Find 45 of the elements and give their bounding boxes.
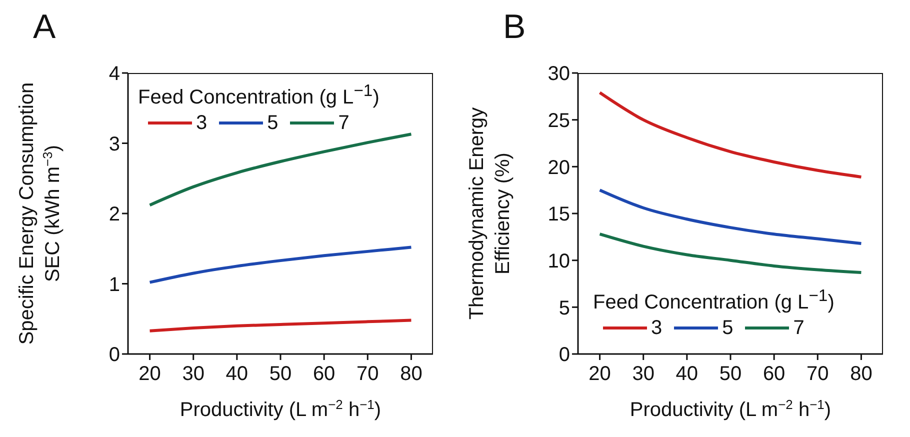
y-tick-label: 4: [108, 63, 120, 86]
y-tick-label: 15: [548, 204, 570, 226]
legend-label: 5: [722, 316, 734, 340]
legend-label: 3: [651, 316, 662, 340]
x-tick-label: 40: [676, 363, 698, 386]
x-tick-label: 80: [400, 363, 422, 386]
line-series: [598, 91, 863, 178]
x-tick-label: 80: [850, 363, 872, 386]
line-series: [148, 246, 413, 284]
legend-title: Feed Concentration (g L$^{−1}$): [138, 81, 380, 110]
x-tick-label: 30: [182, 363, 204, 386]
x-axis-title: Productivity (L m$^{−2}$ h$^{−1}$): [180, 396, 382, 421]
y-tick-label: 0: [558, 344, 570, 366]
legend-title: Feed Concentration (g L$^{−1}$): [593, 286, 834, 315]
legend-label: 3: [196, 112, 208, 135]
x-tick-label: 40: [226, 363, 248, 386]
y-tick-label: 2: [108, 204, 120, 226]
x-tick-label: 60: [312, 363, 336, 386]
legend-label: 7: [338, 112, 350, 135]
x-tick-label: 50: [719, 363, 742, 386]
y-tick-label: 0: [108, 344, 120, 366]
x-tick-label: 20: [138, 363, 161, 386]
x-tick-label: 70: [806, 363, 829, 386]
x-tick-label: 50: [269, 363, 292, 386]
x-tick-label: 60: [762, 363, 786, 386]
x-tick-label: 30: [632, 363, 654, 386]
chart-title: A: [33, 8, 56, 47]
line-series: [598, 232, 863, 274]
chart-title: B: [503, 8, 526, 47]
y-tick-label: 10: [548, 250, 570, 272]
line-series: [148, 318, 413, 332]
legend-label: 7: [793, 316, 804, 340]
line-series: [148, 132, 413, 207]
legend-label: 5: [267, 112, 278, 135]
y-tick-label: 5: [558, 297, 570, 320]
y-axis-title: Thermodynamic Energy Efficiency (%): [466, 107, 514, 320]
y-tick-label: 20: [548, 156, 570, 179]
x-tick-label: 70: [356, 363, 379, 386]
line-series: [598, 188, 863, 245]
y-tick-label: 1: [108, 274, 120, 296]
y-tick-label: 3: [108, 133, 120, 156]
y-tick-label: 25: [548, 110, 570, 132]
y-tick-label: 30: [548, 63, 570, 86]
x-axis-title: Productivity (L m$^{−2}$ h$^{−1}$): [630, 396, 832, 421]
x-tick-label: 20: [588, 363, 611, 386]
